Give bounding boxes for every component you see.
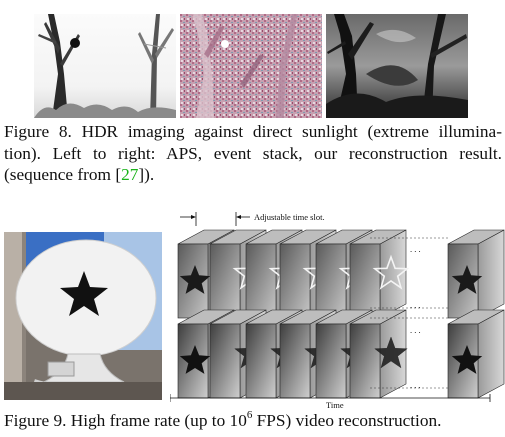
figure8-event-stack-image bbox=[180, 14, 322, 118]
event-frame-stack bbox=[177, 229, 505, 319]
caption-text: FPS) video reconstruction. bbox=[252, 411, 442, 430]
time-axis bbox=[169, 394, 491, 402]
ellipsis: . . . bbox=[410, 244, 421, 254]
citation-link[interactable]: 27 bbox=[121, 165, 139, 184]
ellipsis: . . . bbox=[410, 380, 421, 390]
time-slot-label: Adjustable time slot. bbox=[254, 212, 325, 222]
figure8-caption-line: tion). Left to right: APS, event stack, … bbox=[4, 143, 502, 163]
reconstructed-frame-stack bbox=[177, 309, 505, 399]
video-frame bbox=[447, 229, 505, 319]
figure9-star-display-photo bbox=[4, 232, 162, 400]
caption-text: Figure 9. High frame rate (up to 10 bbox=[4, 411, 247, 430]
figure8-aps-image bbox=[34, 14, 176, 118]
figure9-frame-reconstruction-diagram: Adjustable time slot. . . . . . . . . . … bbox=[169, 206, 505, 410]
caption-text: ]). bbox=[138, 165, 155, 184]
figure8-caption-line: (sequence from [27]). bbox=[4, 164, 502, 186]
ellipsis: . . . bbox=[375, 223, 386, 233]
video-frame bbox=[349, 229, 410, 319]
time-slot-indicator bbox=[180, 212, 250, 226]
caption-text: (sequence from [ bbox=[4, 165, 122, 184]
figure8-caption: Figure 8. HDR imaging against direct sun… bbox=[4, 121, 502, 186]
figure9-caption: Figure 9. High frame rate (up to 106 FPS… bbox=[4, 410, 502, 432]
figure8-reconstruction-image bbox=[326, 14, 468, 118]
figure8-caption-line: Figure 8. HDR imaging against direct sun… bbox=[4, 122, 502, 141]
time-axis-label: Time bbox=[326, 400, 344, 410]
video-frame bbox=[349, 309, 408, 399]
caption-superscript: 6 bbox=[246, 409, 253, 421]
video-frame bbox=[447, 309, 505, 399]
ellipsis: . . . bbox=[410, 325, 421, 335]
ellipsis: . . . bbox=[410, 300, 421, 310]
